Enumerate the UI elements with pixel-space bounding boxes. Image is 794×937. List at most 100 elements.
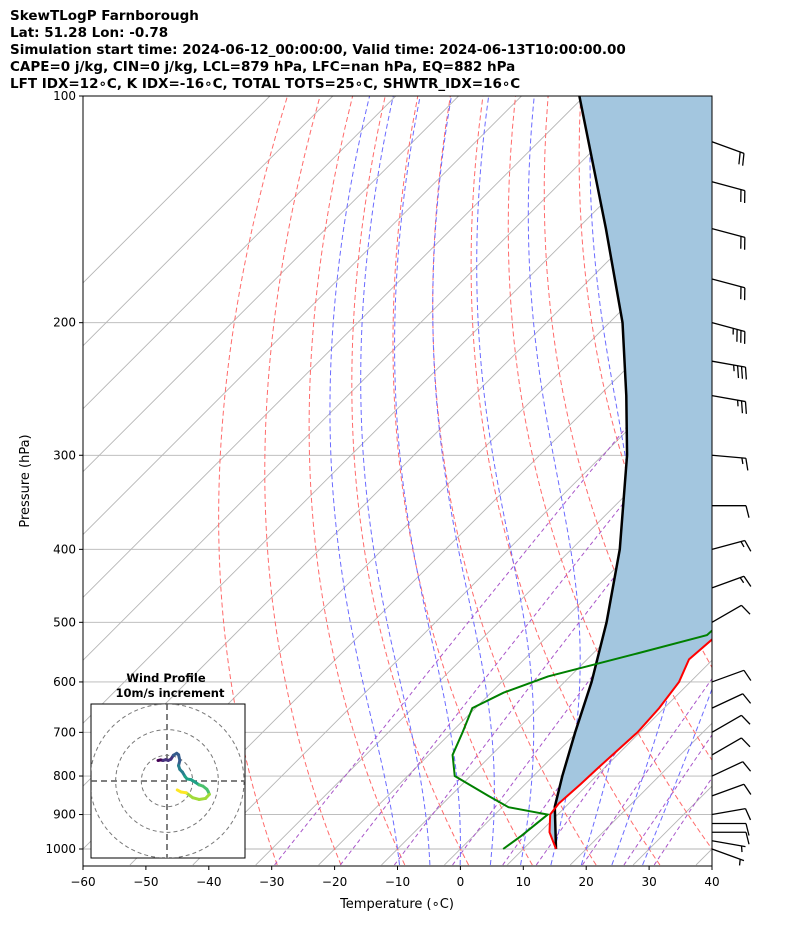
temperature-line bbox=[548, 638, 712, 850]
x-tick-label: 10 bbox=[516, 875, 531, 889]
barb-staff bbox=[711, 539, 746, 550]
dry-adiabat-line bbox=[351, 96, 470, 866]
x-tick-label: 30 bbox=[641, 875, 656, 889]
barb-staff bbox=[711, 808, 746, 816]
mixing-ratio-line bbox=[339, 391, 712, 866]
y-axis-label: Pressure (hPa) bbox=[18, 434, 33, 527]
wind-barb bbox=[711, 714, 751, 733]
barb-flag bbox=[742, 693, 752, 704]
moist-adiabat-line bbox=[476, 96, 535, 866]
wind-barb bbox=[711, 808, 752, 821]
stable-area bbox=[549, 96, 712, 849]
y-tick-label: 200 bbox=[53, 316, 76, 330]
barb-flag bbox=[740, 737, 751, 748]
y-tick-label: 400 bbox=[53, 542, 76, 556]
wind-barb bbox=[712, 505, 750, 518]
wind-barb bbox=[711, 395, 748, 414]
dry-adiabat-line bbox=[578, 96, 712, 669]
barb-flag bbox=[744, 401, 748, 414]
barb-flag bbox=[744, 808, 752, 821]
dry-adiabat-line bbox=[432, 96, 597, 866]
isotherm-line bbox=[129, 282, 712, 866]
hodograph-title: Wind Profile bbox=[126, 671, 206, 685]
mixing-ratio-line bbox=[582, 677, 712, 866]
barb-staff bbox=[711, 278, 746, 289]
isotherm-line bbox=[83, 96, 711, 724]
barb-staff bbox=[711, 693, 744, 709]
barb-flag bbox=[742, 761, 752, 772]
barb-staff bbox=[711, 360, 746, 368]
barb-staff bbox=[711, 454, 746, 459]
barb-staff bbox=[711, 737, 742, 756]
wind-barb bbox=[711, 181, 746, 203]
mixing-ratio-line bbox=[394, 450, 712, 866]
barb-half-flag bbox=[740, 541, 745, 548]
parcel-line bbox=[553, 96, 629, 850]
isotherm-line bbox=[83, 96, 334, 347]
mixing-ratio-lines bbox=[274, 321, 712, 866]
wind-barb bbox=[711, 783, 752, 797]
y-axis: 100 200 300 400 500 600 700 800 900 1000 bbox=[45, 89, 83, 856]
x-tick-label: −60 bbox=[70, 875, 95, 889]
barb-staff bbox=[711, 604, 742, 623]
x-tick-label: −40 bbox=[196, 875, 221, 889]
cape-cin-area bbox=[549, 96, 712, 849]
barb-staff bbox=[711, 840, 746, 848]
barb-flag bbox=[740, 714, 751, 725]
moist-adiabat-line bbox=[642, 687, 712, 866]
x-axis: −60 −50 −40 −30 −20 −10 0 10 20 30 40 bbox=[70, 866, 720, 889]
isotherm-line bbox=[255, 408, 712, 866]
barb-flag bbox=[745, 832, 750, 845]
moist-adiabat-line bbox=[329, 96, 400, 866]
wind-barb bbox=[711, 454, 749, 471]
wind-barb bbox=[711, 278, 746, 301]
isotherm-line bbox=[192, 345, 712, 866]
wind-barb bbox=[711, 761, 752, 777]
wind-barb bbox=[711, 227, 746, 250]
isotherm-line bbox=[318, 470, 712, 866]
wind-barb bbox=[711, 360, 748, 380]
dry-adiabat-line bbox=[744, 96, 794, 865]
wind-barb bbox=[711, 604, 751, 623]
y-tick-label: 500 bbox=[53, 615, 76, 629]
moist-adiabat-line bbox=[611, 96, 706, 866]
hodograph-plot bbox=[91, 704, 245, 858]
wind-barb bbox=[711, 840, 746, 853]
wind-barb bbox=[711, 669, 752, 683]
wind-barbs bbox=[711, 141, 752, 866]
isotherm-line bbox=[507, 659, 712, 866]
dry-adiabat-line bbox=[264, 96, 342, 866]
indices-line-2: LFT IDX=12∘C, K IDX=-16∘C, TOTAL TOTS=25… bbox=[10, 76, 521, 92]
isotherm-line bbox=[83, 96, 522, 536]
dry-adiabat-line bbox=[710, 96, 712, 116]
y-tick-label: 300 bbox=[53, 448, 76, 462]
wind-barb bbox=[711, 322, 746, 344]
hodograph-inset: Wind Profile 10m/s increment bbox=[90, 671, 246, 859]
barb-staff bbox=[711, 322, 746, 333]
wind-barb bbox=[711, 141, 745, 166]
barb-flag bbox=[745, 505, 750, 518]
dry-adiabat-line bbox=[470, 96, 661, 866]
mixing-ratio-line bbox=[502, 576, 712, 866]
mixing-ratio-line bbox=[274, 321, 712, 866]
barb-flag bbox=[743, 575, 752, 587]
barb-staff bbox=[711, 848, 745, 862]
barb-flag bbox=[740, 366, 744, 379]
barb-flag bbox=[740, 604, 751, 615]
mixing-ratio-line bbox=[623, 734, 712, 866]
isotherm-line bbox=[83, 96, 585, 599]
y-tick-label: 800 bbox=[53, 769, 76, 783]
barb-staff bbox=[711, 141, 745, 154]
wind-barb bbox=[711, 575, 752, 589]
location-line: Lat: 51.28 Lon: -0.78 bbox=[10, 25, 169, 41]
x-tick-label: 40 bbox=[704, 875, 719, 889]
isotherm-line bbox=[569, 722, 712, 866]
dry-adiabat-line bbox=[218, 96, 288, 866]
barb-staff bbox=[711, 575, 745, 589]
hodograph-ring bbox=[115, 729, 219, 833]
barb-flag bbox=[740, 400, 744, 414]
wind-barb bbox=[711, 848, 745, 866]
profile-lines bbox=[451, 96, 712, 850]
moist-adiabat-line bbox=[432, 96, 495, 866]
